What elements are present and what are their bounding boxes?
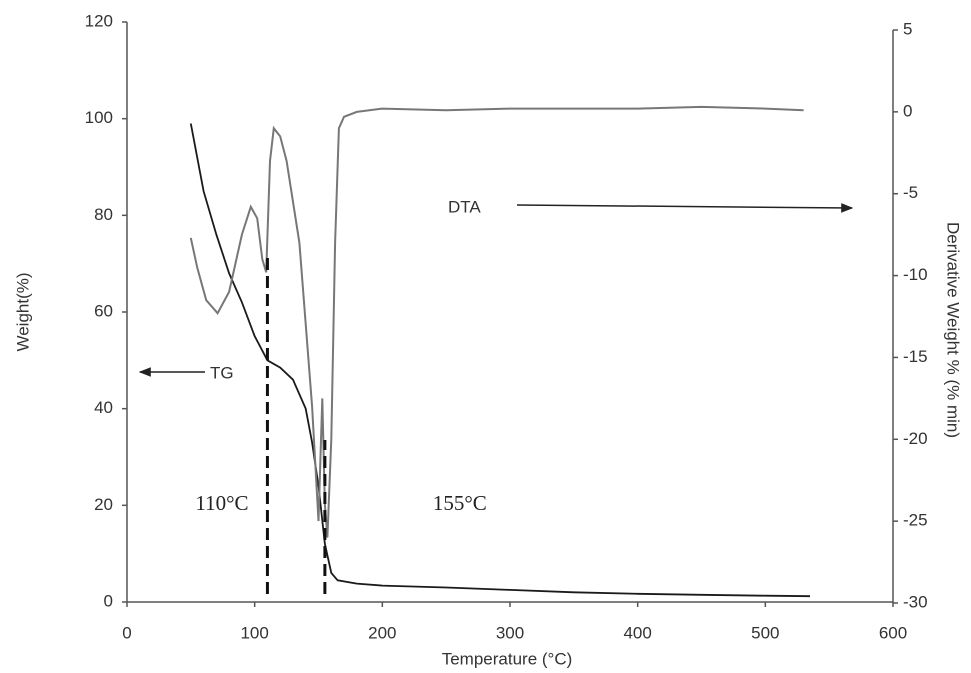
y2-tick-label: -5 [903,183,918,202]
y2-axis-label: Derivative Weight % (% min) [944,222,963,438]
y-tick-label: 100 [85,108,113,127]
y-axis-label: Weight(%) [13,272,32,351]
y2-tick-label: 0 [903,101,912,120]
y-tick-label: 0 [104,591,113,610]
y2-tick-label: -15 [903,347,928,366]
x-tick-label: 0 [122,623,131,642]
y2-tick-label: 5 [903,19,912,38]
y2-tick-label: -25 [903,511,928,530]
dta-label: DTA [448,197,481,216]
temp-label: 110°C [195,491,248,515]
x-tick-label: 500 [751,623,779,642]
y-tick-label: 20 [94,495,113,514]
y-tick-label: 80 [94,205,113,224]
tg-label: TG [210,363,234,382]
x-tick-label: 200 [368,623,396,642]
series-line [189,105,804,538]
series-line [189,123,811,598]
y2-tick-label: -30 [903,592,928,611]
temp-label: 155°C [433,491,487,515]
x-tick-label: 400 [623,623,651,642]
y2-tick-label: -10 [903,265,928,284]
x-tick-label: 300 [496,623,524,642]
y-tick-label: 60 [94,301,113,320]
y2-tick-label: -20 [903,429,928,448]
y-tick-label: 120 [85,11,113,30]
x-axis-label: Temperature (°C) [442,649,573,668]
y-tick-label: 40 [94,398,113,417]
dta-arrow [516,203,854,213]
x-tick-label: 600 [879,623,907,642]
x-tick-label: 100 [240,623,268,642]
